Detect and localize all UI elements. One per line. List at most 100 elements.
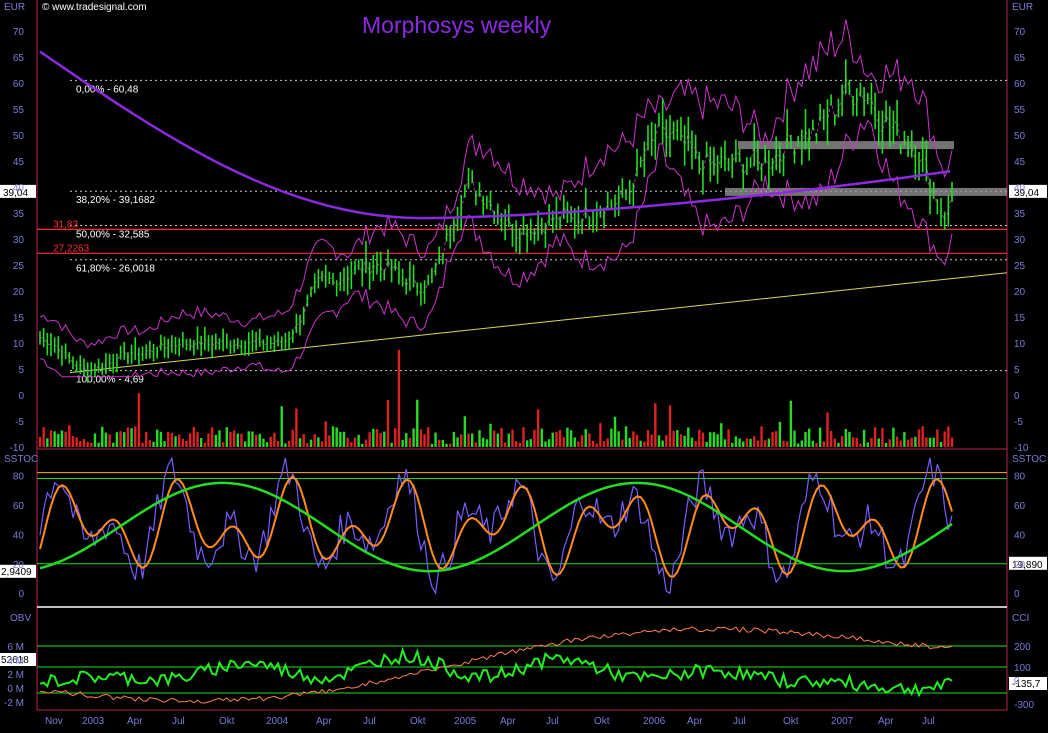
volume-bar [57, 433, 60, 447]
cci-line [39, 626, 953, 704]
volume-bar [123, 432, 126, 447]
price-tick-left: 40 [13, 183, 25, 194]
volume-bar [192, 426, 196, 447]
volume-bar [906, 439, 910, 447]
volume-bar [317, 437, 320, 447]
volume-bar [943, 431, 946, 447]
volume-bar [580, 435, 584, 447]
price-tick-left: 35 [13, 209, 25, 220]
volume-bar [837, 442, 840, 447]
price-tick-right: 30 [1014, 235, 1026, 246]
price-tick-right: 50 [1014, 131, 1026, 142]
volume-bar [141, 442, 144, 447]
volume-bar [599, 423, 602, 447]
last-price-tag-right [1009, 184, 1047, 198]
volume-bar [273, 432, 276, 447]
volume-bar [225, 427, 228, 447]
volume-bar [698, 429, 701, 447]
volume-bar [529, 439, 532, 447]
price-tick-left: -10 [10, 443, 25, 454]
volume-bar [829, 430, 833, 447]
volume-bar [676, 430, 679, 447]
volume-bar [108, 434, 111, 447]
price-tick-right: 5 [1014, 365, 1020, 376]
obv-tick-left: 0 M [7, 684, 24, 695]
volume-bar [555, 432, 558, 447]
volume-bar [463, 416, 467, 447]
volume-bar [247, 431, 250, 447]
price-tick-right: 45 [1014, 157, 1026, 168]
fib-level-label: 50,00% - 32,585 [76, 229, 150, 240]
volume-bar [950, 437, 954, 447]
volume-bar [577, 441, 580, 447]
volume-bar [639, 440, 642, 447]
volume-bar [86, 442, 89, 447]
stoch-value-tag-left [0, 564, 36, 578]
volume-bar [811, 440, 815, 447]
x-tick-label: Okt [783, 716, 799, 727]
price-tick-right: 35 [1014, 209, 1026, 220]
volume-bar [884, 442, 888, 447]
volume-bar [214, 434, 218, 447]
obv-value-label: 52618 [1, 655, 29, 666]
volume-bar [101, 426, 104, 447]
volume-bar [807, 428, 811, 447]
price-tick-right: 25 [1014, 261, 1026, 272]
volume-bar [361, 443, 364, 447]
volume-bar [262, 438, 265, 447]
volume-bar [522, 427, 525, 447]
volume-bar [525, 440, 529, 447]
volume-bar [46, 438, 49, 447]
price-tick-right: 15 [1014, 313, 1026, 324]
price-tick-right: 0 [1014, 391, 1020, 402]
volume-bar [764, 440, 767, 447]
volume-bar [738, 438, 741, 447]
fib-level-label: 100,00% - 4,69 [76, 375, 144, 386]
volume-bar [749, 438, 752, 447]
volume-bar [306, 443, 309, 447]
volume-bar [287, 440, 291, 447]
x-tick-label: Jul [363, 716, 376, 727]
volume-bar [727, 429, 730, 447]
bollinger-lower [39, 119, 953, 378]
obv-tick-left: 2 M [7, 670, 24, 681]
volume-bar [709, 432, 712, 447]
volume-bar [859, 443, 862, 447]
volume-bar [562, 437, 565, 447]
volume-bar [188, 433, 192, 447]
volume-bar [826, 412, 829, 447]
volume-bar [833, 438, 836, 447]
volume-bar [800, 440, 804, 447]
volume-bar [445, 443, 448, 447]
volume-bar [855, 437, 858, 447]
cci-value-tag [1009, 677, 1047, 690]
volume-bar [687, 427, 690, 447]
volume-bar [93, 433, 97, 447]
price-tick-left: 15 [13, 313, 25, 324]
volume-bar [401, 439, 404, 447]
cci-tick-right: 200 [1014, 642, 1031, 653]
last-price-label-left: 39,04 [3, 188, 28, 199]
volume-bar [265, 442, 269, 447]
volume-bar [60, 430, 64, 447]
volume-bar [712, 432, 716, 447]
volume-bar [280, 406, 283, 447]
price-tick-right: 10 [1014, 339, 1026, 350]
x-tick-label: 2004 [266, 716, 289, 727]
volume-bar [203, 442, 207, 447]
volume-bar [104, 432, 108, 447]
volume-bar [449, 443, 452, 447]
x-tick-label: Jul [922, 716, 935, 727]
volume-bar [840, 436, 844, 447]
volume-bar [295, 408, 298, 447]
x-tick-label: 2006 [643, 716, 666, 727]
volume-bar [595, 443, 598, 447]
x-tick-label: 2005 [454, 716, 477, 727]
volume-bar [705, 441, 708, 447]
volume-bar [804, 432, 807, 447]
volume-bar [654, 403, 657, 447]
volume-bar [441, 440, 445, 447]
stoch-ma-line [39, 481, 953, 573]
price-tick-left: 10 [13, 339, 25, 350]
volume-bar [910, 437, 913, 447]
